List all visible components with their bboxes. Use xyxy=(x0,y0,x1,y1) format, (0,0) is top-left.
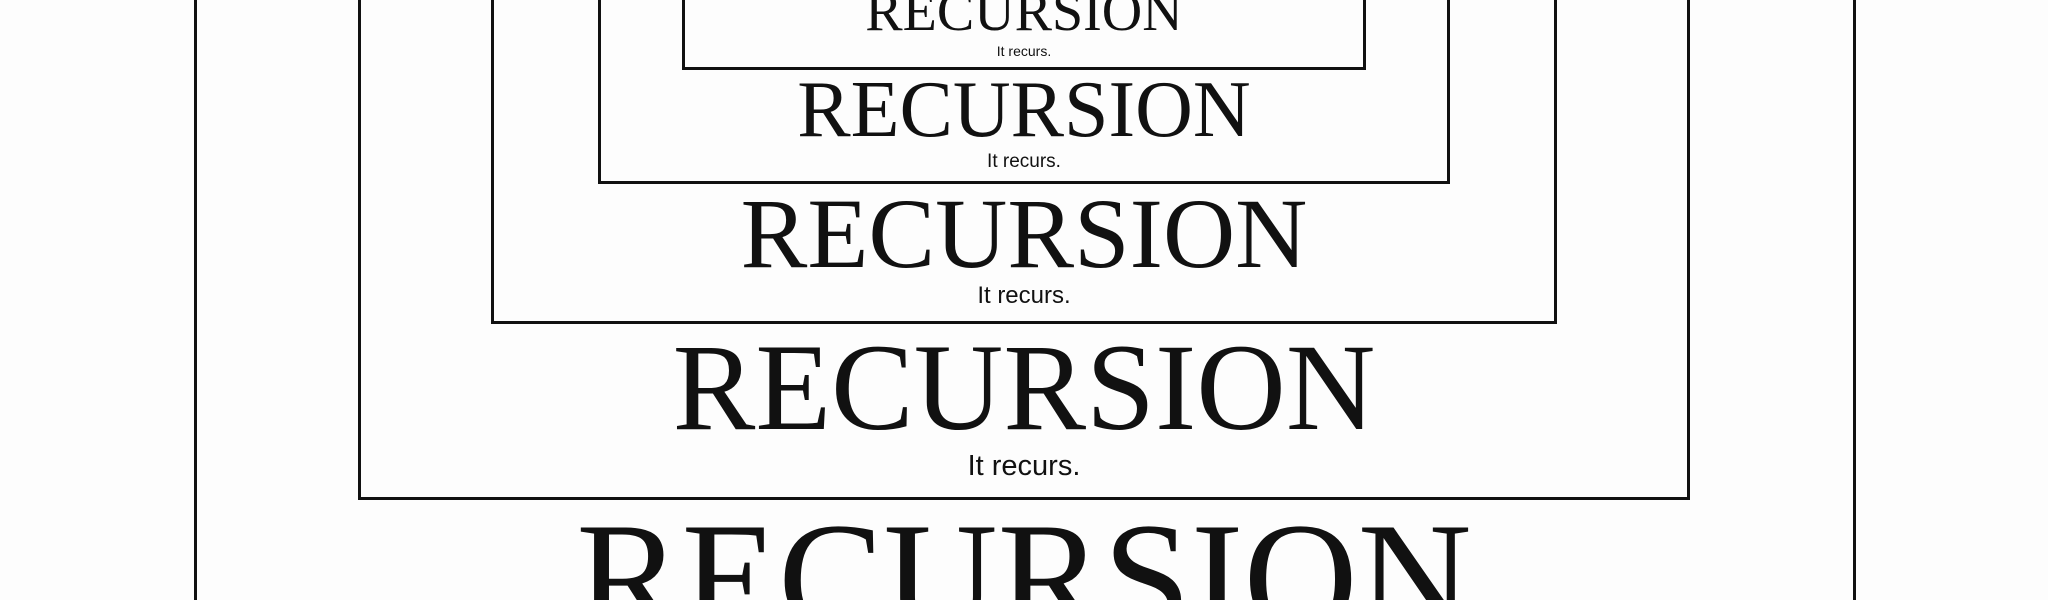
frame-level-4 xyxy=(598,0,1450,184)
frame-level-1 xyxy=(194,0,1856,600)
frame-level-2 xyxy=(358,0,1690,500)
frame-level-5 xyxy=(682,0,1366,70)
caption-level-3: It recurs. xyxy=(977,282,1071,309)
caption-level-5: It recurs. xyxy=(996,43,1052,59)
title-level-3: RECURSION xyxy=(740,178,1308,289)
title-level-1: RECURSION xyxy=(576,491,1472,600)
caption-level-4: It recurs. xyxy=(987,151,1061,172)
caption-level-2: It recurs. xyxy=(967,450,1081,482)
frame-level-3 xyxy=(491,0,1557,324)
title-level-5: RECURSION xyxy=(865,0,1183,43)
title-level-2: RECURSION xyxy=(672,319,1376,456)
title-level-4: RECURSION xyxy=(797,66,1251,154)
